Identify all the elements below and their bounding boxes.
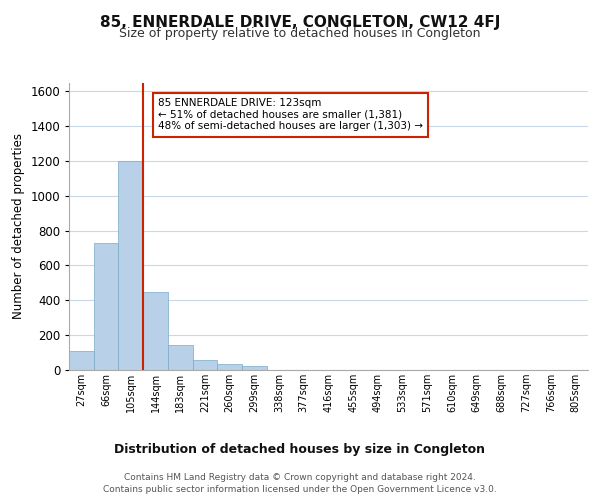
Text: Distribution of detached houses by size in Congleton: Distribution of detached houses by size …: [115, 442, 485, 456]
Bar: [193, 360, 217, 370]
Text: 85 ENNERDALE DRIVE: 123sqm
← 51% of detached houses are smaller (1,381)
48% of s: 85 ENNERDALE DRIVE: 123sqm ← 51% of deta…: [158, 98, 423, 132]
Bar: [143, 292, 168, 370]
Text: Contains HM Land Registry data © Crown copyright and database right 2024.: Contains HM Land Registry data © Crown c…: [124, 472, 476, 482]
Text: Size of property relative to detached houses in Congleton: Size of property relative to detached ho…: [119, 28, 481, 40]
Bar: [94, 243, 118, 370]
Bar: [217, 364, 242, 370]
Bar: [118, 161, 143, 370]
Bar: [242, 366, 267, 370]
Bar: [69, 351, 94, 370]
Text: 85, ENNERDALE DRIVE, CONGLETON, CW12 4FJ: 85, ENNERDALE DRIVE, CONGLETON, CW12 4FJ: [100, 15, 500, 30]
Y-axis label: Number of detached properties: Number of detached properties: [13, 133, 25, 320]
Text: Contains public sector information licensed under the Open Government Licence v3: Contains public sector information licen…: [103, 485, 497, 494]
Bar: [168, 344, 193, 370]
